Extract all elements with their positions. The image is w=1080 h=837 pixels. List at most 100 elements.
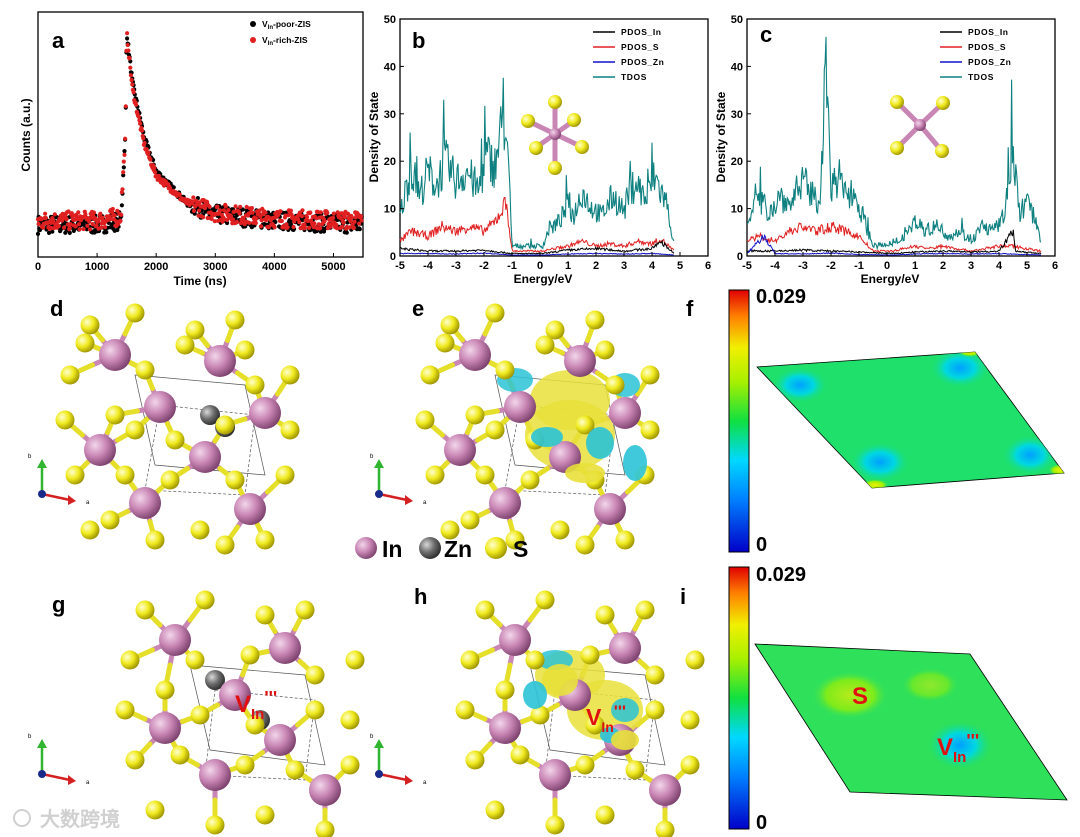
s-atom	[125, 303, 145, 323]
data-point	[346, 211, 351, 216]
data-point	[77, 227, 82, 232]
x-tick-label: 2000	[144, 261, 168, 273]
data-point	[318, 210, 323, 215]
in-atom	[199, 759, 231, 791]
series-tdos	[746, 36, 1042, 251]
legend-label: PDOS_Zn	[968, 57, 1011, 67]
data-point	[340, 224, 345, 229]
panel-label-h: h	[414, 584, 427, 609]
s-atom	[615, 530, 635, 550]
legend-marker-rich	[250, 37, 256, 43]
y-tick-label: 50	[384, 14, 396, 26]
plot-a-legend: VIn-poor-ZIS VIn-rich-ZIS	[250, 19, 311, 47]
series-pdos-zn	[399, 252, 674, 256]
x-tick-label: 4	[649, 260, 656, 272]
s-atom	[55, 410, 75, 430]
data-point	[148, 157, 153, 162]
data-point	[302, 222, 307, 227]
x-tick-label: 2	[940, 260, 946, 272]
s-atom	[245, 375, 265, 395]
data-point	[35, 231, 41, 236]
legend-label: TDOS	[968, 72, 994, 82]
data-point	[76, 222, 82, 227]
data-point	[125, 31, 130, 36]
s-atom	[280, 365, 300, 385]
data-point	[98, 211, 103, 216]
atom-legend-in: In	[382, 536, 402, 562]
charge-map-f	[756, 351, 1065, 489]
s-atom	[510, 745, 530, 765]
panel-label-b: b	[412, 28, 425, 53]
s-atom	[495, 360, 515, 380]
s-atom	[535, 590, 555, 610]
s-atom	[460, 650, 480, 670]
s-atom	[465, 405, 485, 425]
data-point	[130, 82, 135, 87]
data-point	[215, 204, 220, 209]
x-tick-label: 3	[968, 260, 974, 272]
panel-label-f: f	[686, 296, 694, 321]
s-atom	[475, 465, 495, 485]
panel-label-c: c	[760, 22, 772, 47]
in-atom	[309, 774, 341, 806]
plot-c-legend: PDOS_In PDOS_S PDOS_Zn TDOS	[940, 27, 1011, 82]
s-atom	[120, 650, 140, 670]
x-tick-label: 0	[537, 260, 543, 272]
data-point	[357, 227, 362, 232]
data-point	[266, 225, 271, 230]
data-point	[104, 230, 109, 235]
data-point	[127, 56, 132, 61]
s-atom	[275, 465, 295, 485]
s-atom	[340, 710, 360, 730]
s-atom	[285, 760, 305, 780]
s-atom	[125, 750, 145, 770]
plot-a-xticks: 0 1000 2000 3000 4000 5000	[35, 253, 346, 273]
data-point	[253, 221, 258, 226]
charge-isosurface	[611, 730, 639, 750]
data-point	[254, 216, 259, 221]
x-tick-label: 4000	[262, 261, 286, 273]
data-point	[244, 204, 249, 210]
panel-h: h VIn''' b a	[370, 584, 705, 837]
in-atom	[539, 759, 571, 791]
data-point	[349, 215, 354, 220]
data-point	[152, 170, 158, 175]
s-atom	[185, 650, 205, 670]
data-point	[259, 218, 264, 223]
s-atom	[505, 530, 525, 550]
data-point	[122, 152, 127, 157]
data-point	[61, 225, 67, 230]
plot-b-xlabel: Energy/eV	[514, 272, 573, 286]
s-atom	[575, 535, 595, 555]
svg-text:b: b	[28, 734, 32, 740]
panel-g: g VIn''' b a	[28, 590, 365, 837]
data-point	[67, 230, 72, 235]
x-tick-label: 4	[996, 260, 1003, 272]
data-point	[228, 214, 234, 219]
in-atom	[594, 493, 626, 525]
y-tick-label: 40	[384, 61, 396, 73]
data-point	[258, 224, 264, 229]
s-atom	[495, 680, 515, 700]
data-point	[100, 215, 105, 220]
data-point	[121, 165, 126, 170]
x-tick-label: 2	[593, 260, 599, 272]
in-atom	[249, 397, 281, 429]
data-point	[167, 186, 173, 191]
in-atom	[144, 391, 176, 423]
s-atom	[440, 520, 460, 540]
data-point	[203, 209, 208, 214]
zn-atom-icon	[419, 537, 441, 559]
data-point	[314, 216, 319, 221]
data-point	[90, 222, 95, 227]
s-atom	[240, 645, 260, 665]
s-atom	[415, 410, 435, 430]
s-atom	[640, 365, 660, 385]
data-point	[297, 220, 302, 225]
atom-legend-s: S	[513, 536, 528, 562]
s-atom	[635, 600, 655, 620]
data-point	[121, 159, 126, 164]
series-pdos-in	[399, 239, 675, 255]
data-point	[191, 195, 196, 200]
